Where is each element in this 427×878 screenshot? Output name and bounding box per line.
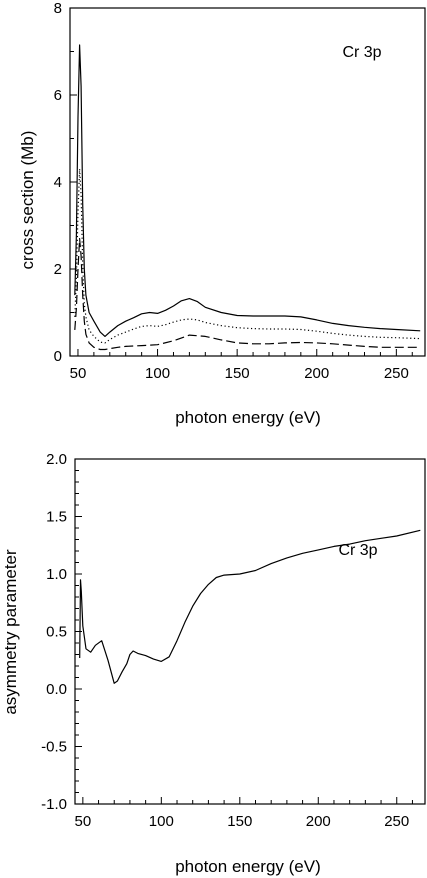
y-tick-label: 4 — [54, 174, 62, 191]
y-axis-title: asymmetry parameter — [1, 549, 20, 715]
y-tick-label: 0.0 — [46, 681, 67, 698]
y-tick-label: 8 — [54, 0, 62, 17]
y-tick-label: 2 — [54, 261, 62, 278]
panel-annotation: Cr 3p — [342, 44, 381, 61]
y-tick-label: 2.0 — [46, 451, 67, 468]
y-tick-label: 1.5 — [46, 509, 67, 526]
x-tick-label: 50 — [75, 813, 92, 830]
x-tick-label: 250 — [384, 365, 409, 382]
x-tick-label: 200 — [306, 813, 331, 830]
x-tick-label: 50 — [70, 365, 87, 382]
series-line-dashed — [74, 238, 421, 351]
x-axis-title: photon energy (eV) — [175, 408, 321, 427]
series-line-solid — [74, 44, 421, 337]
x-tick-label: 100 — [145, 365, 170, 382]
x-tick-label: 150 — [227, 813, 252, 830]
y-tick-label: -1.0 — [41, 796, 67, 813]
y-axis-title: cross section (Mb) — [18, 131, 37, 270]
x-tick-label: 150 — [225, 365, 250, 382]
axis-ticks: 50 100 150 200 250 -1.0 -0.5 0.0 0.5 1.0 1.5 2.0 — [41, 451, 413, 830]
series-line-solid — [79, 529, 421, 684]
panel-annotation: Cr 3p — [338, 542, 377, 559]
plot-frame — [74, 458, 426, 805]
series-group — [74, 44, 421, 351]
axis-ticks: 50 100 150 200 250 0 2 4 6 8 — [54, 0, 413, 382]
y-tick-label: 0 — [54, 348, 62, 365]
y-tick-label: 1.0 — [46, 566, 67, 583]
y-tick-label: -0.5 — [41, 739, 67, 756]
series-group — [79, 529, 421, 684]
x-tick-label: 250 — [384, 813, 409, 830]
x-tick-label: 100 — [149, 813, 174, 830]
cross-section-panel: 50 100 150 200 250 0 2 4 6 8 Cr 3p photon energy … — [18, 0, 426, 427]
x-axis-title: photon energy (eV) — [175, 857, 321, 876]
series-line-dotted — [74, 168, 421, 344]
x-tick-label: 200 — [304, 365, 329, 382]
y-tick-label: 6 — [54, 87, 62, 104]
y-tick-label: 0.5 — [46, 624, 67, 641]
asymmetry-panel: 50 100 150 200 250 -1.0 -0.5 0.0 0.5 1.0 1.5 2.0 Cr… — [1, 451, 426, 876]
